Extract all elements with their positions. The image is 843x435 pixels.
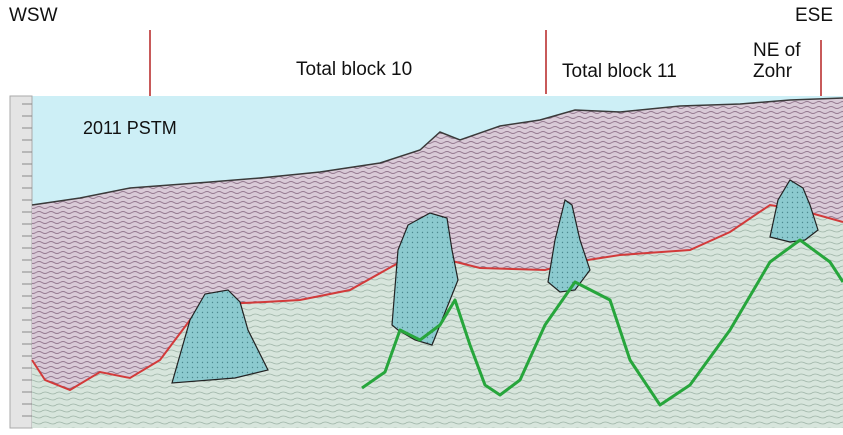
direction-label-ese: ESE [794,5,833,26]
block-boundary-line [820,40,822,96]
depth-scale [9,95,33,429]
block-label-ne-zohr: NE of Zohr [753,40,801,82]
carbonate-buildup-3 [547,198,591,293]
block-boundary-line [149,30,151,96]
red-horizon [31,203,843,392]
seafloor-line [31,97,843,206]
carbonate-buildup-4 [769,179,819,243]
carbonate-buildup-2 [391,212,459,346]
survey-label: 2011 PSTM [83,118,177,138]
green-horizon [361,238,843,407]
carbonate-buildup-1 [171,289,269,384]
block-label-10: Total block 10 [296,59,413,80]
direction-label-wsw: WSW [9,5,58,26]
block-label-11: Total block 11 [562,61,677,82]
block-boundary-line [545,30,547,94]
